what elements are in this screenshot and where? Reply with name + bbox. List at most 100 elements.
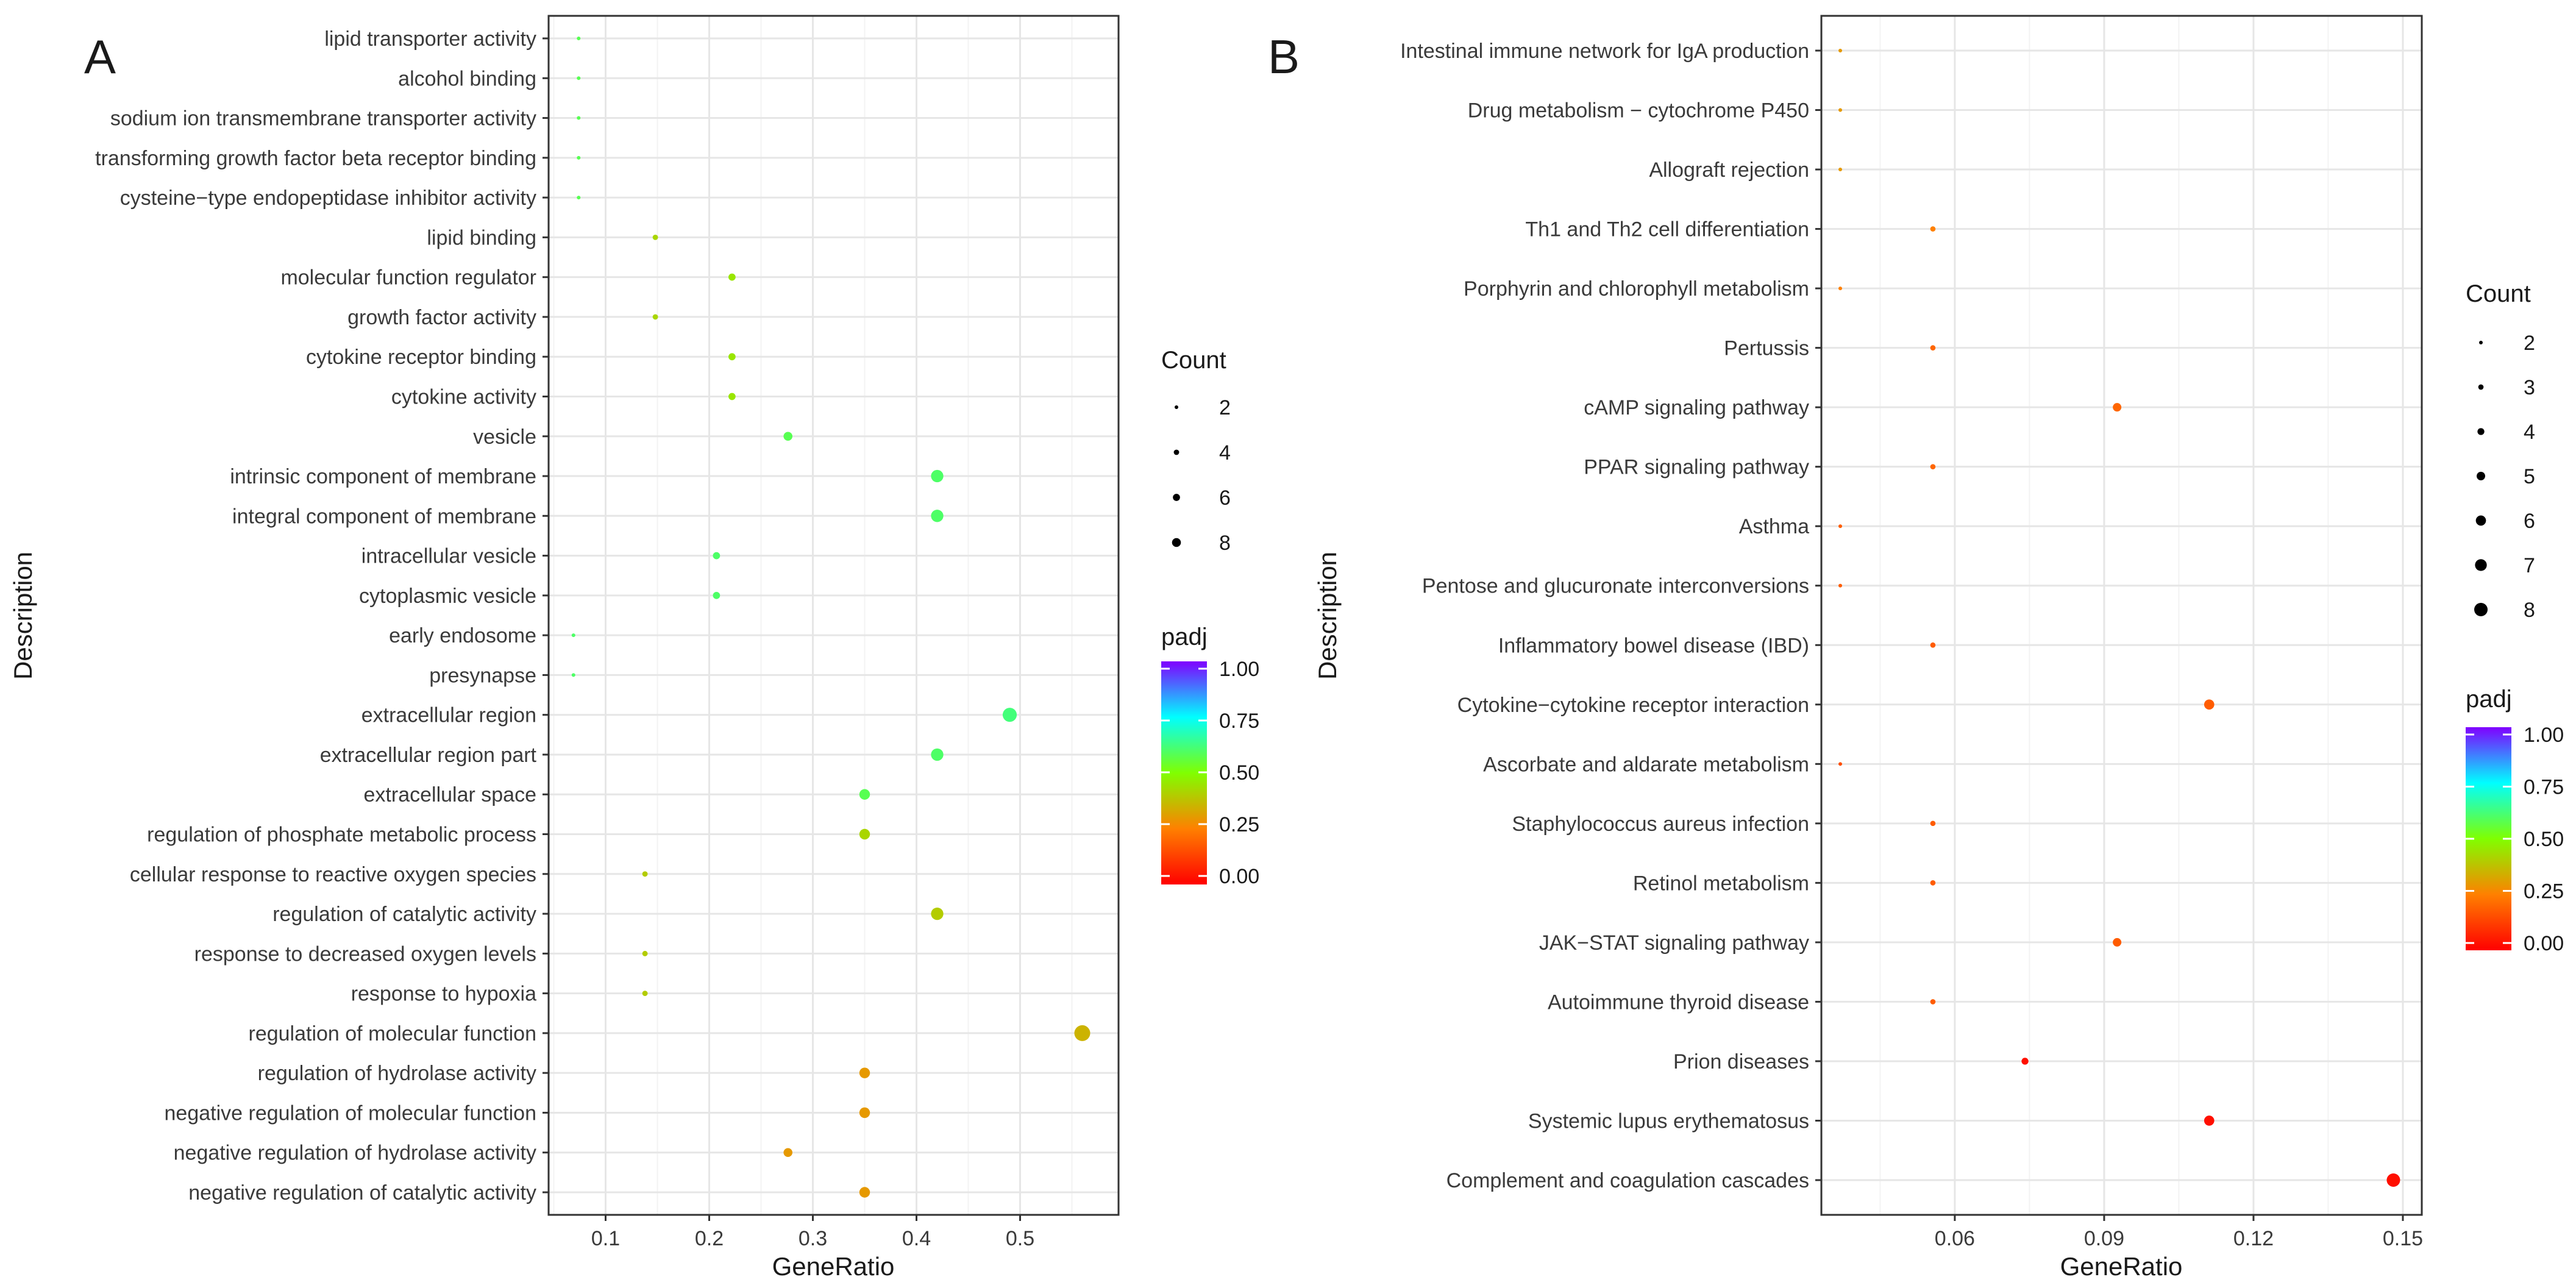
panel-b-x-axis: 0.06 0.09 0.12 0.15 (1935, 1215, 2423, 1250)
a-count-legend-label: 8 (1219, 532, 1231, 555)
a-y-tick-label: extracellular region (361, 704, 536, 727)
b-count-legend-label: 7 (2524, 554, 2535, 577)
a-point (728, 353, 736, 361)
panel-b-letter: B (1268, 30, 1300, 84)
b-point (1930, 226, 1936, 232)
panel-a-count-legend-title: Count (1161, 347, 1226, 374)
a-point (571, 633, 575, 638)
b-count-legend-key (2475, 515, 2486, 526)
a-padj-legend-label: 0.00 (1219, 865, 1259, 888)
b-count-legend-label: 3 (2524, 376, 2535, 399)
b-y-tick-label: Prion diseases (1673, 1050, 1809, 1073)
a-y-tick-label: regulation of molecular function (249, 1022, 537, 1045)
b-y-tick-label: Staphylococcus aureus infection (1512, 813, 1809, 836)
a-y-tick-label: cytoplasmic vesicle (359, 585, 536, 608)
b-count-legend-key (2479, 341, 2483, 344)
a-y-tick-label: cytokine receptor binding (306, 346, 536, 369)
panel-b-points (1838, 49, 2400, 1187)
panel-a-count-legend: Count 2 4 6 8 (1161, 347, 1231, 555)
b-y-tick-label: cAMP signaling pathway (1584, 396, 1809, 419)
panel-a-y-title: Description (9, 552, 37, 680)
panel-b-x-title: GeneRatio (2060, 1252, 2183, 1281)
b-count-legend-key (2477, 472, 2485, 480)
a-point (931, 510, 944, 522)
a-count-legend-label: 6 (1219, 486, 1231, 510)
a-point (859, 1067, 870, 1078)
a-point (642, 950, 648, 956)
b-y-tick-label: Asthma (1739, 515, 1809, 538)
a-x-tick-label: 0.1 (591, 1227, 620, 1250)
a-y-tick-label: intrinsic component of membrane (230, 465, 536, 488)
panel-b-padj-legend: padj 1.00 0.75 0.50 0.25 0.00 (2466, 686, 2564, 955)
a-point (859, 789, 870, 800)
a-padj-legend-label: 1.00 (1219, 658, 1259, 681)
a-point (783, 432, 792, 441)
a-x-tick-label: 0.4 (902, 1227, 931, 1250)
panel-a: A lipid transporter activity alcohol bind… (9, 15, 1259, 1281)
b-y-tick-label: Retinol metabolism (1633, 872, 1809, 895)
b-y-tick-label: JAK−STAT signaling pathway (1539, 931, 1809, 955)
panel-b-count-legend: Count 2 3 4 5 6 7 8 (2466, 280, 2535, 622)
b-point (2204, 699, 2215, 710)
a-y-tick-label: negative regulation of molecular functio… (165, 1101, 537, 1125)
b-point (1838, 524, 1843, 528)
b-point (1838, 168, 1843, 172)
a-padj-legend-label: 0.75 (1219, 710, 1259, 733)
a-point (571, 673, 575, 677)
a-y-tick-label: extracellular region part (320, 744, 537, 767)
a-x-tick-label: 0.2 (695, 1227, 724, 1250)
b-y-tick-label: Ascorbate and aldarate metabolism (1483, 753, 1809, 776)
b-count-legend-label: 2 (2524, 332, 2535, 355)
a-point (577, 196, 581, 200)
b-point (1930, 880, 1936, 886)
a-point (577, 155, 581, 160)
a-y-tick-label: regulation of catalytic activity (272, 903, 536, 926)
a-y-tick-label: alcohol binding (398, 67, 536, 90)
a-y-tick-label: lipid transporter activity (324, 27, 536, 51)
a-count-legend-label: 2 (1219, 396, 1231, 419)
panel-b-y-title: Description (1313, 552, 1342, 680)
b-point (2204, 1115, 2215, 1126)
b-count-legend-label: 4 (2524, 421, 2535, 444)
b-count-legend-key (2474, 603, 2488, 616)
b-padj-legend-label: 0.00 (2524, 932, 2564, 955)
b-point (2021, 1058, 2029, 1065)
a-point (577, 116, 581, 120)
a-y-tick-label: lipid binding (427, 226, 536, 249)
b-point (1930, 820, 1936, 827)
b-point (1838, 108, 1843, 112)
a-y-tick-label: early endosome (389, 624, 536, 647)
a-point (931, 748, 944, 761)
a-y-tick-label: response to decreased oxygen levels (194, 942, 536, 966)
panel-a-border (547, 15, 1120, 1216)
b-y-tick-label: Pertussis (1724, 337, 1809, 360)
b-y-tick-label: Cytokine−cytokine receptor interaction (1457, 694, 1809, 717)
b-padj-legend-label: 0.75 (2524, 776, 2564, 799)
a-point (652, 234, 658, 240)
a-y-tick-label: negative regulation of catalytic activit… (188, 1181, 536, 1204)
b-padj-legend-label: 1.00 (2524, 724, 2564, 747)
a-count-legend-label: 4 (1219, 441, 1231, 464)
b-y-tick-label: Systemic lupus erythematosus (1528, 1109, 1809, 1133)
a-padj-legend-label: 0.50 (1219, 761, 1259, 785)
b-y-tick-label: Allograft rejection (1649, 158, 1809, 182)
b-x-tick-label: 0.06 (1935, 1227, 1975, 1250)
panel-a-y-axis: lipid transporter activity alcohol bindin… (95, 27, 549, 1204)
panel-a-plot-area (549, 16, 1119, 1215)
a-y-tick-label: cysteine−type endopeptidase inhibitor ac… (120, 187, 536, 210)
a-y-tick-label: regulation of phosphate metabolic proces… (147, 824, 536, 847)
b-point (2113, 938, 2122, 947)
a-y-tick-label: vesicle (473, 425, 536, 449)
a-y-tick-label: presynapse (429, 664, 536, 687)
a-y-tick-label: negative regulation of hydrolase activit… (174, 1142, 536, 1165)
b-point (1838, 583, 1843, 588)
b-y-tick-label: Intestinal immune network for IgA produc… (1400, 40, 1809, 63)
panel-b-grid (1821, 16, 2422, 1215)
a-y-tick-label: transforming growth factor beta receptor… (95, 147, 536, 170)
b-y-tick-label: Pentose and glucuronate interconversions (1422, 575, 1809, 598)
b-x-tick-label: 0.12 (2233, 1227, 2274, 1250)
a-x-tick-label: 0.3 (799, 1227, 827, 1250)
a-y-tick-label: sodium ion transmembrane transporter act… (110, 107, 536, 130)
b-x-tick-label: 0.15 (2383, 1227, 2423, 1250)
